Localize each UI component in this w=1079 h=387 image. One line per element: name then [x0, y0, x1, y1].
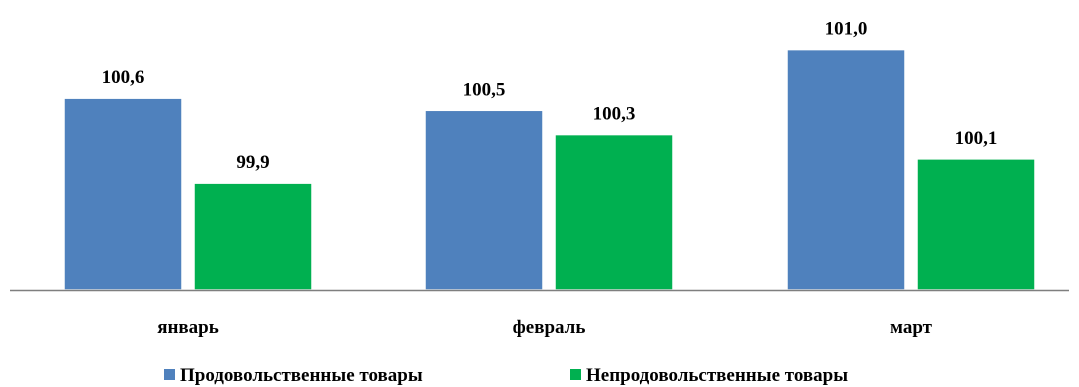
- legend-label-1: Продовольственные товары: [180, 365, 423, 386]
- data-label-food-1: 100,6: [102, 67, 145, 88]
- legend-swatch-2: [570, 369, 581, 380]
- bar-food-1: [63, 97, 183, 291]
- category-labels-layer: январь февраль март: [157, 317, 932, 338]
- value-labels-layer: 100,6 99,9 100,5 100,3 101,0 100,1: [102, 19, 998, 174]
- category-label-3: март: [890, 317, 933, 338]
- legend: Продовольственные товары Непродовольствен…: [164, 365, 848, 386]
- bars-layer: [63, 48, 1036, 291]
- data-label-nonfood-1: 99,9: [236, 152, 269, 173]
- category-label-2: февраль: [513, 317, 586, 338]
- bar-nonfood-1: [193, 182, 313, 291]
- data-label-nonfood-3: 100,1: [955, 128, 998, 149]
- legend-label-2: Непродовольственные товары: [586, 365, 848, 386]
- data-label-nonfood-2: 100,3: [593, 104, 636, 125]
- legend-item-nonfood: Непродовольственные товары: [570, 365, 848, 386]
- category-label-1: январь: [157, 317, 219, 338]
- bar-nonfood-3: [916, 158, 1036, 291]
- data-label-food-3: 101,0: [825, 19, 868, 40]
- bar-food-3: [786, 48, 906, 291]
- legend-swatch-1: [164, 369, 175, 380]
- bar-nonfood-2: [554, 133, 674, 291]
- data-label-food-2: 100,5: [463, 79, 506, 100]
- legend-item-food: Продовольственные товары: [164, 365, 423, 386]
- bar-food-2: [424, 109, 544, 291]
